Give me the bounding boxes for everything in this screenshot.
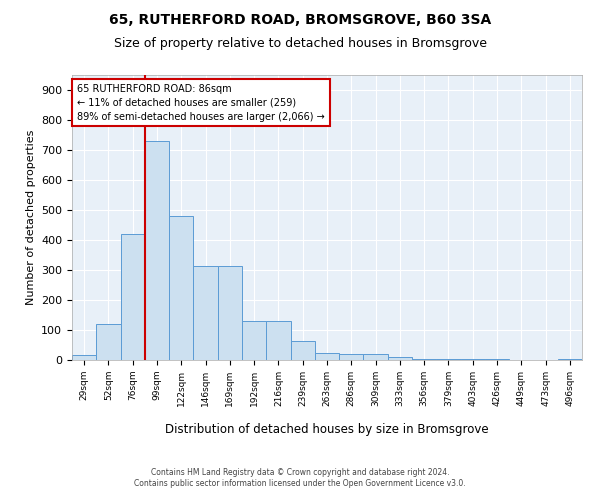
Text: 65, RUTHERFORD ROAD, BROMSGROVE, B60 3SA: 65, RUTHERFORD ROAD, BROMSGROVE, B60 3SA xyxy=(109,12,491,26)
Bar xyxy=(364,354,388,360)
Bar xyxy=(388,357,412,360)
Bar xyxy=(558,358,582,360)
Text: Contains HM Land Registry data © Crown copyright and database right 2024.
Contai: Contains HM Land Registry data © Crown c… xyxy=(134,468,466,487)
Text: 65 RUTHERFORD ROAD: 86sqm
← 11% of detached houses are smaller (259)
89% of semi: 65 RUTHERFORD ROAD: 86sqm ← 11% of detac… xyxy=(77,84,325,122)
Bar xyxy=(96,324,121,360)
Bar xyxy=(266,321,290,360)
Bar xyxy=(218,266,242,360)
Text: Size of property relative to detached houses in Bromsgrove: Size of property relative to detached ho… xyxy=(113,38,487,51)
Bar xyxy=(339,354,364,360)
Bar xyxy=(461,359,485,360)
Bar xyxy=(290,340,315,360)
Bar xyxy=(121,234,145,360)
Bar xyxy=(436,358,461,360)
Bar xyxy=(193,266,218,360)
Y-axis label: Number of detached properties: Number of detached properties xyxy=(26,130,35,305)
Bar xyxy=(72,354,96,360)
Bar xyxy=(242,321,266,360)
Bar xyxy=(315,352,339,360)
Text: Distribution of detached houses by size in Bromsgrove: Distribution of detached houses by size … xyxy=(165,422,489,436)
Bar xyxy=(169,216,193,360)
Bar xyxy=(145,141,169,360)
Bar xyxy=(412,358,436,360)
